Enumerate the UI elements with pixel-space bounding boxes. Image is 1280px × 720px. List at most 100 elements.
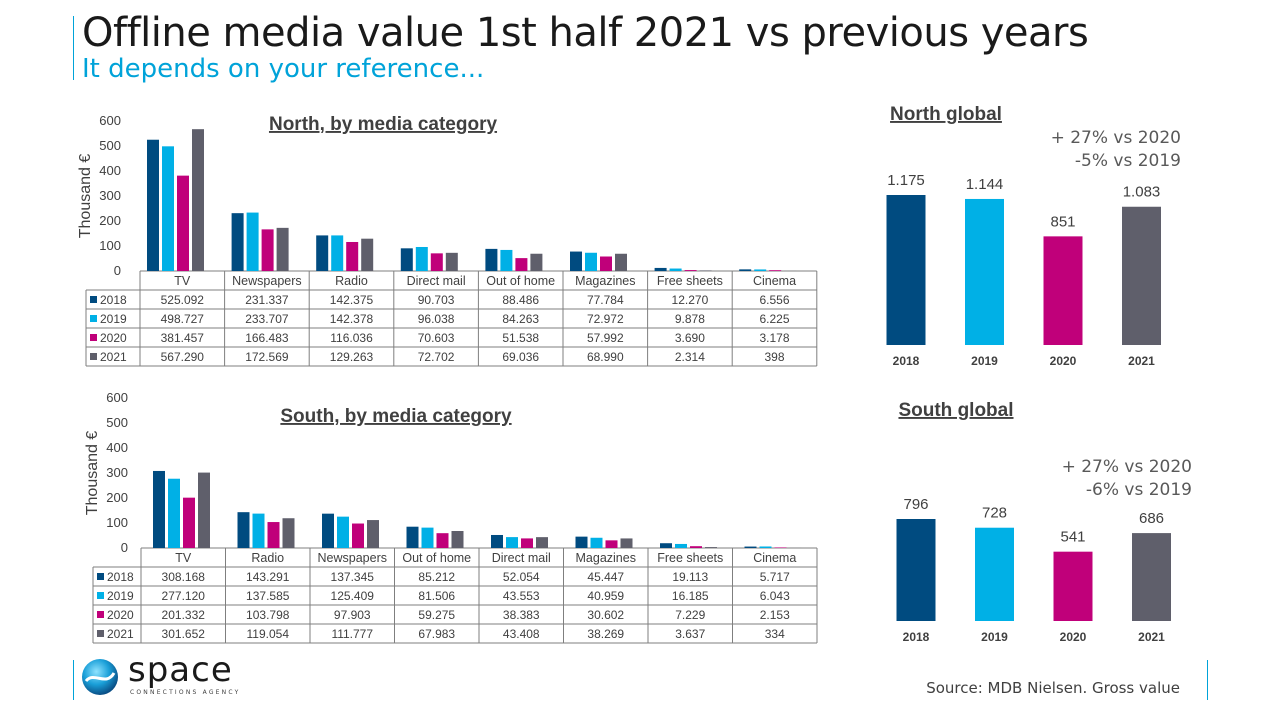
- south_category-bar: [406, 526, 419, 548]
- source-accent-line: [1207, 660, 1208, 700]
- north_category-legend-swatch: [90, 315, 97, 322]
- north_category-bar: [570, 251, 582, 271]
- logo-wordmark: space: [128, 650, 233, 690]
- north_category-table-cell: 166.483: [245, 331, 289, 345]
- north_category-table-cell: 2.314: [675, 350, 705, 364]
- north_category-legend-label: 2021: [100, 350, 127, 364]
- south_category-legend-label: 2018: [107, 570, 134, 584]
- south_category-table-cell: 85.212: [418, 570, 455, 584]
- south_category-table-cell: 81.506: [418, 589, 455, 603]
- south_category-bar: [168, 478, 180, 548]
- south_category-legend-swatch: [97, 592, 104, 599]
- south_category-bar: [451, 531, 464, 548]
- north_category-legend-swatch: [90, 296, 97, 303]
- south_category-table-cell: 45.447: [587, 570, 624, 584]
- south_category-ytick: 300: [106, 465, 128, 480]
- north_category-table-cell: 69.036: [502, 350, 539, 364]
- space-logo-icon: [82, 659, 118, 695]
- north_category-category-label: TV: [174, 274, 191, 288]
- north_category-ytick: 300: [99, 188, 121, 203]
- south_category-table-cell: 111.777: [331, 627, 373, 641]
- north_category-ytick: 200: [99, 213, 121, 228]
- title-accent-line: [73, 16, 74, 80]
- south_category-ytick: 100: [106, 515, 128, 530]
- south_category-table-cell: 67.983: [418, 627, 455, 641]
- north_global-year-label: 2020: [1050, 354, 1077, 368]
- south_category-table-cell: 38.383: [503, 608, 540, 622]
- north_category-category-label: Newspapers: [232, 274, 301, 288]
- south_category-legend-swatch: [97, 630, 104, 637]
- south_category-bar: [705, 547, 717, 548]
- north_category-bar: [231, 213, 244, 271]
- south_category-ytick: 500: [106, 415, 128, 430]
- south_category-table-cell: 277.120: [162, 589, 206, 603]
- south_category-table-cell: 3.637: [675, 627, 705, 641]
- north_category-table-cell: 68.990: [587, 350, 624, 364]
- south_category-category-label: Free sheets: [657, 551, 723, 565]
- south_category-bar: [198, 472, 210, 548]
- north_category-bar: [769, 270, 782, 271]
- north_category-table-cell: 398: [764, 350, 784, 364]
- north_category-bar: [485, 248, 498, 271]
- north_category-table-cell: 57.992: [587, 331, 624, 345]
- north_category-legend-label: 2018: [100, 293, 127, 307]
- north_global-annotation: + 27% vs 2020: [1051, 128, 1181, 148]
- north_category-category-label: Free sheets: [657, 274, 723, 288]
- north_category-ytick: 400: [99, 163, 121, 178]
- north_category-bar: [684, 270, 697, 271]
- south_category-category-label: Newspapers: [318, 551, 387, 565]
- south_category-table-cell: 43.408: [503, 627, 540, 641]
- north_category-table-cell: 3.690: [675, 331, 705, 345]
- north_category-bar: [585, 252, 597, 271]
- page-title: Offline media value 1st half 2021 vs pre…: [82, 10, 1089, 56]
- south_global-bar: [896, 519, 936, 621]
- south_category-bar: [521, 538, 533, 548]
- north_category-bar: [192, 129, 204, 271]
- north_category-table-cell: 51.538: [502, 331, 539, 345]
- north_category-legend-label: 2019: [100, 312, 127, 326]
- north_category-table-cell: 3.178: [759, 331, 789, 345]
- south_category-table-cell: 7.229: [675, 608, 705, 622]
- south_category-bar: [367, 520, 379, 548]
- south_category-table-cell: 103.798: [246, 608, 290, 622]
- north_category-table-cell: 498.727: [161, 312, 205, 326]
- north_global-year-label: 2019: [971, 354, 998, 368]
- north_category-bar: [261, 229, 274, 271]
- north_category-ytick: 100: [99, 238, 121, 253]
- south_category-table-cell: 38.269: [587, 627, 624, 641]
- south_category-title: South, by media category: [280, 406, 512, 427]
- south_category-category-label: Direct mail: [492, 551, 551, 565]
- north_category-category-label: Out of home: [486, 274, 555, 288]
- south_global-data-label: 728: [982, 505, 1007, 522]
- south_category-table-cell: 201.332: [162, 608, 206, 622]
- north_category-bar: [739, 269, 752, 271]
- north_category-category-label: Cinema: [753, 274, 796, 288]
- north_category-bar: [276, 227, 289, 271]
- south_category-bar: [183, 497, 195, 548]
- north_category-table-cell: 172.569: [245, 350, 289, 364]
- south_category-ytick: 400: [106, 440, 128, 455]
- south_category-bar: [536, 537, 548, 548]
- south_global-bar: [1053, 551, 1093, 621]
- page-subtitle: It depends on your reference...: [82, 54, 485, 84]
- north_category-bar: [162, 146, 174, 271]
- south_category-bar: [744, 546, 757, 548]
- north_category-bar: [669, 268, 682, 271]
- south_global-data-label: 541: [1060, 529, 1085, 546]
- south_category-table-cell: 52.054: [503, 570, 540, 584]
- north_category-bar: [331, 235, 344, 271]
- south_category-table-cell: 5.717: [760, 570, 790, 584]
- north_category-bar: [415, 246, 428, 271]
- south_category-category-label: TV: [175, 551, 192, 565]
- south_global-year-label: 2018: [903, 630, 930, 644]
- north_category-bar: [699, 270, 712, 271]
- south_category-bar: [282, 518, 295, 548]
- south_category-bar: [774, 547, 787, 548]
- north_category-bar: [177, 175, 189, 271]
- south_global-annotation: -6% vs 2019: [1086, 480, 1192, 500]
- north_global-year-label: 2021: [1128, 354, 1155, 368]
- south_category-bar: [267, 522, 280, 548]
- south_global-year-label: 2019: [981, 630, 1008, 644]
- north_category-ytick: 500: [99, 138, 121, 153]
